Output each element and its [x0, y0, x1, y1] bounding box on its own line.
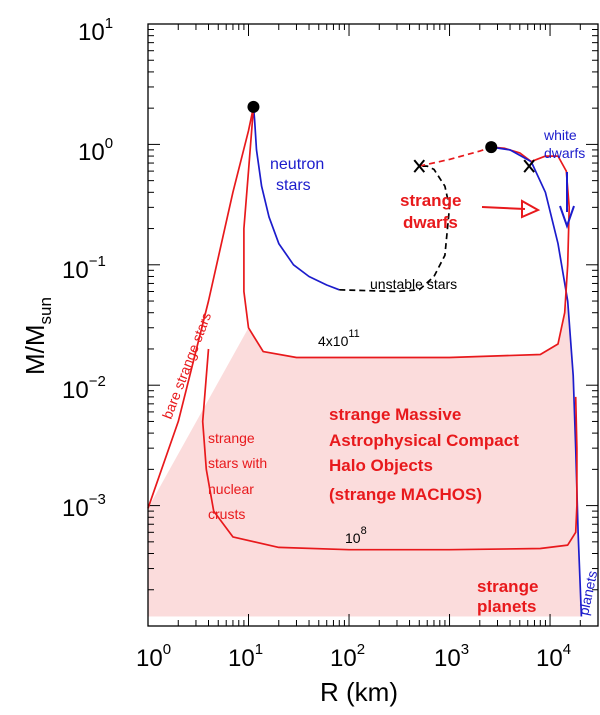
x-tick-label: 104	[536, 641, 571, 672]
curve-strange-dwarf	[419, 146, 492, 167]
strange-dwarfs-arrow	[481, 199, 541, 219]
label-crust-2: stars with	[208, 455, 267, 471]
curve-unstable	[339, 165, 451, 293]
label-crust-4: crusts	[208, 506, 245, 522]
label-crust-3: nuclear	[208, 481, 254, 497]
label-strange-planets-1: strange	[477, 577, 538, 596]
y-tick-label: 10−1	[62, 253, 106, 284]
x-tick-labels: 100 101 102 103 104	[136, 641, 571, 672]
label-contour-4e11: 4x1011	[318, 328, 360, 349]
white-dwarfs-arrow	[559, 172, 575, 230]
cross-marker	[413, 159, 426, 173]
maximum-mass-dot	[247, 100, 260, 113]
x-tick-label: 101	[228, 641, 263, 672]
label-white: white	[543, 127, 577, 143]
axis-ticks	[147, 23, 599, 627]
label-strange-dwarfs-2: dwarfs	[403, 213, 458, 232]
y-tick-labels: 101 100 10−1 10−2 10−3	[62, 15, 113, 522]
label-machos-1: strange Massive	[329, 405, 461, 424]
curve-bare	[147, 106, 255, 509]
y-tick-label: 100	[78, 135, 113, 166]
label-neutron-stars: stars	[276, 177, 311, 194]
label-contour-1e8: 108	[345, 525, 367, 546]
maximum-mass-dot	[485, 141, 498, 154]
x-axis-title: R (km)	[320, 677, 398, 707]
label-neutron: neutron	[270, 156, 324, 173]
x-tick-label: 100	[136, 641, 171, 672]
curve-strange-dwarf-red	[491, 146, 532, 163]
label-strange-planets-2: planets	[477, 597, 537, 616]
curve-contour-1e8	[201, 348, 578, 551]
point-markers	[247, 100, 535, 173]
strange-star-region-fill	[148, 301, 582, 617]
x-tick-label: 103	[434, 641, 469, 672]
y-axis-title: M/Msun	[20, 297, 55, 375]
y-tick-label: 101	[78, 15, 113, 46]
label-machos-4: (strange MACHOS)	[329, 485, 482, 504]
curve-neutron	[252, 106, 340, 291]
y-tick-label: 10−2	[62, 373, 106, 404]
curves-layer	[147, 106, 583, 617]
label-strange-dwarfs-1: strange	[400, 191, 461, 210]
y-tick-label: 10−3	[62, 491, 106, 522]
label-unstable-stars: unstable stars	[370, 276, 457, 292]
label-machos-2: Astrophysical Compact	[329, 431, 519, 450]
label-crust-1: strange	[208, 430, 255, 446]
cross-marker	[523, 159, 535, 173]
x-tick-label: 102	[330, 641, 365, 672]
label-machos-3: Halo Objects	[329, 456, 433, 475]
plot-frame	[147, 23, 599, 627]
curve-contour-4e11	[243, 106, 571, 359]
label-white-dwarfs: dwarfs	[544, 145, 585, 161]
